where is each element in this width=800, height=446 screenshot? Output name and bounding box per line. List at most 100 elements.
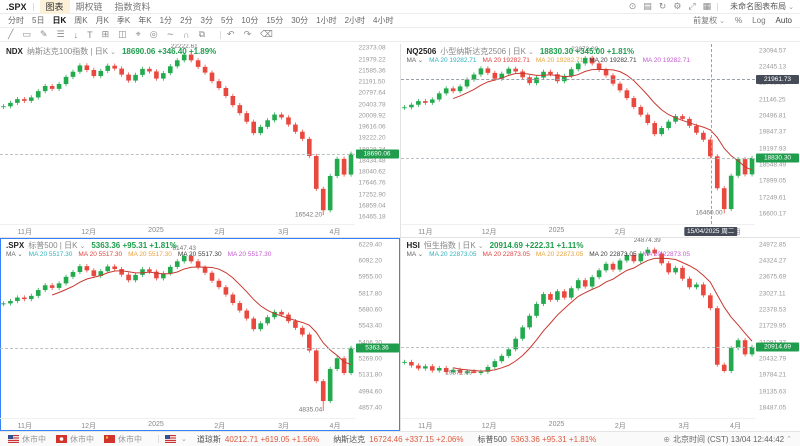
timeframe-月K[interactable]: 月K xyxy=(95,16,109,25)
index-quote-标普500[interactable]: 标普500 5363.36 +95.31 +1.81% xyxy=(478,434,597,445)
ma-label[interactable]: MA ⌄ xyxy=(406,251,424,258)
refresh-icon[interactable]: ↻ xyxy=(658,1,667,11)
trendline-tool-icon[interactable]: ╱ xyxy=(8,29,14,39)
timeframe-30分[interactable]: 30分 xyxy=(291,16,309,25)
magnet-tool-icon[interactable]: ∩ xyxy=(183,29,190,40)
price-axis-ndx[interactable]: 22373.08 21979.22 21585.36 21191.50 20797.64… xyxy=(355,44,400,224)
price-axis-hsi[interactable]: 24972.85 24324.27 23675.69 23027.11 22378.53… xyxy=(755,238,800,418)
tab-图表[interactable]: 图表 xyxy=(39,0,70,14)
undo-icon[interactable]: ↶ xyxy=(227,29,235,39)
time-axis-spx[interactable]: 11月 12月 2025 2月 3月 4月 xyxy=(0,418,355,431)
divider xyxy=(220,30,222,39)
price-tick: 18487.05 xyxy=(759,404,787,412)
index-quote-道琼斯[interactable]: 道琼斯 40212.71 +619.05 +1.56% xyxy=(197,434,319,445)
timeframe-日K[interactable]: 日K xyxy=(52,16,67,25)
chevron-down-icon: ⌄ xyxy=(788,3,794,11)
crosshair-tool-icon[interactable]: ⌖ xyxy=(135,29,141,39)
chart-panel-ndx[interactable]: 22222.61 16542.20 22373.08 21979.22 21585.36… xyxy=(0,44,400,237)
timeframe-3分[interactable]: 3分 xyxy=(200,16,213,25)
shape-tool-icon[interactable]: ▭ xyxy=(22,29,31,39)
candlestick-plot-nq2506[interactable]: 22872.00 16460.00 xyxy=(400,44,755,224)
sync-drawings-icon[interactable]: ⧉ xyxy=(198,29,206,39)
delete-drawings-icon[interactable]: ⌫ xyxy=(260,29,273,39)
candlestick-plot-spx[interactable]: 6147.43 4835.04 xyxy=(0,238,355,418)
hide-drawings-icon[interactable]: ∼ xyxy=(166,29,175,39)
current-price-line xyxy=(0,153,355,155)
timeframe-2小时[interactable]: 2小时 xyxy=(344,16,366,25)
chart-panel-hsi[interactable]: 24874.39 19871.49 24972.85 24324.27 23675.69… xyxy=(400,238,800,431)
timeframe-5分[interactable]: 5分 xyxy=(220,16,234,25)
timeframe-2分[interactable]: 2分 xyxy=(180,16,193,25)
ma-line xyxy=(453,69,752,170)
settings-icon[interactable]: ⚙ xyxy=(673,1,682,11)
grid-layout-icon[interactable]: ▦ xyxy=(702,1,712,11)
chart-panel-nq2506[interactable]: 22872.0016460.0023094.5722445.1321795.69… xyxy=(400,44,800,237)
timeframe-周K[interactable]: 周K xyxy=(74,16,88,25)
redo-icon[interactable]: ↷ xyxy=(243,29,252,39)
chevron-up-icon[interactable]: ⌃ xyxy=(786,436,792,443)
timeframe-年K[interactable]: 年K xyxy=(138,16,152,25)
fullscreen-icon[interactable]: ⤢ xyxy=(688,1,696,11)
index-values: 16724.46 +337.15 +2.06% xyxy=(369,434,464,444)
window-title-bar: .SPX 图表 期权链 指数资料 ⊙ ▤ ↻ ⚙ ⤢ ▦ 未命名图表布局 ⌄ xyxy=(0,0,800,14)
price-axis-nq2506[interactable]: 23094.5722445.1321795.6921146.2520496.81… xyxy=(755,44,800,224)
ma-label[interactable]: MA ⌄ xyxy=(6,251,23,258)
chart-symbol: .SPX xyxy=(6,241,25,250)
chart-panel-spx[interactable]: 6147.43 4835.04 6229.40 6092.20 5955.00 5817.… xyxy=(0,238,400,431)
market-status-hk: 休市中 xyxy=(56,434,94,445)
timeframe-季K[interactable]: 季K xyxy=(116,16,131,25)
timeframe-4小时[interactable]: 4小时 xyxy=(373,16,394,25)
candlestick-plot-hsi[interactable]: 24874.39 19871.49 xyxy=(400,238,755,418)
timeframe-5日[interactable]: 5日 xyxy=(32,16,45,25)
time-tick: 2月 xyxy=(214,229,226,236)
fibonacci-tool-icon[interactable]: ☰ xyxy=(56,29,65,39)
price-tick: 20403.78 xyxy=(358,101,386,109)
log-scale-button[interactable]: Log xyxy=(752,16,766,25)
tab-指数资料[interactable]: 指数资料 xyxy=(114,2,151,12)
eraser-tool-icon[interactable]: ◎ xyxy=(149,29,158,39)
price-tick: 19135.63 xyxy=(759,388,787,396)
ma-entry: MA 20 19282.71 xyxy=(589,57,637,64)
time-axis-ndx[interactable]: 11月 12月 2025 2月 3月 4月 xyxy=(0,224,355,237)
text-tool-icon[interactable]: T xyxy=(87,29,93,40)
timeframe-1小时[interactable]: 1小时 xyxy=(316,16,337,25)
price-axis-spx[interactable]: 6229.40 6092.20 5955.00 5817.80 5680.60 5543.… xyxy=(355,238,400,418)
chart-symbol: NDX xyxy=(6,47,23,56)
price-tick: 21585.36 xyxy=(358,67,386,75)
hk-flag-icon xyxy=(56,435,67,443)
candles-svg xyxy=(401,247,754,376)
symbol-tab[interactable]: .SPX xyxy=(6,1,27,12)
timeframe-10分[interactable]: 10分 xyxy=(241,16,259,25)
timeframe-1分[interactable]: 1分 xyxy=(159,16,173,25)
measure-tool-icon[interactable]: ◫ xyxy=(118,29,127,39)
pattern-tool-icon[interactable]: ⊞ xyxy=(101,29,110,39)
percent-scale-button[interactable]: % xyxy=(735,16,743,25)
time-axis-nq2506[interactable]: 11月12月20252月4月15/04/2025 周二 xyxy=(400,224,755,237)
market-selector[interactable]: ⌄ xyxy=(165,435,187,443)
divider xyxy=(32,2,34,11)
timeframe-items: 分时 5日 日K 周K 月K 季K 年K 1分 2分 3分 5分 10分 15分 30分 1小时 2小时 4小时 xyxy=(8,15,402,26)
alert-icon[interactable]: ⊙ xyxy=(628,1,637,11)
ma-line xyxy=(453,258,752,371)
ma-label[interactable]: MA ⌄ xyxy=(406,57,424,64)
time-axis-hsi[interactable]: 11月 12月 2025 2月 3月 4月 xyxy=(400,418,755,431)
multi-chart-icon[interactable]: ▤ xyxy=(643,1,652,11)
adjust-mode-button[interactable]: 前复权 ⌄ xyxy=(693,16,726,25)
index-quote-纳斯达克[interactable]: 纳斯达克 16724.46 +337.15 +2.06% xyxy=(333,434,463,445)
price-tick: 20009.92 xyxy=(358,112,386,120)
layout-name-button[interactable]: 未命名图表布局 xyxy=(730,2,787,11)
time-tick: 4月 xyxy=(329,423,341,430)
arrow-tool-icon[interactable]: ↓ xyxy=(73,29,79,40)
timeframe-分时[interactable]: 分时 xyxy=(8,16,24,25)
auto-scale-button[interactable]: Auto xyxy=(775,16,792,25)
ma-entry: MA 20 22873.05 xyxy=(535,251,584,258)
candlestick-plot-ndx[interactable]: 22222.61 16542.20 xyxy=(0,44,355,224)
timeframe-15分[interactable]: 15分 xyxy=(266,16,284,25)
market-status-us: 休市中 xyxy=(8,434,46,445)
tab-期权链[interactable]: 期权链 xyxy=(75,2,103,12)
low-annotation: 4835.04 xyxy=(298,406,323,414)
index-name: 标普500 xyxy=(477,434,507,444)
brush-tool-icon[interactable]: ✎ xyxy=(39,29,48,39)
chart-name: 恒生指数 | 日K xyxy=(423,241,476,250)
chart-name: 纳斯达克100指数 | 日K xyxy=(26,47,109,56)
